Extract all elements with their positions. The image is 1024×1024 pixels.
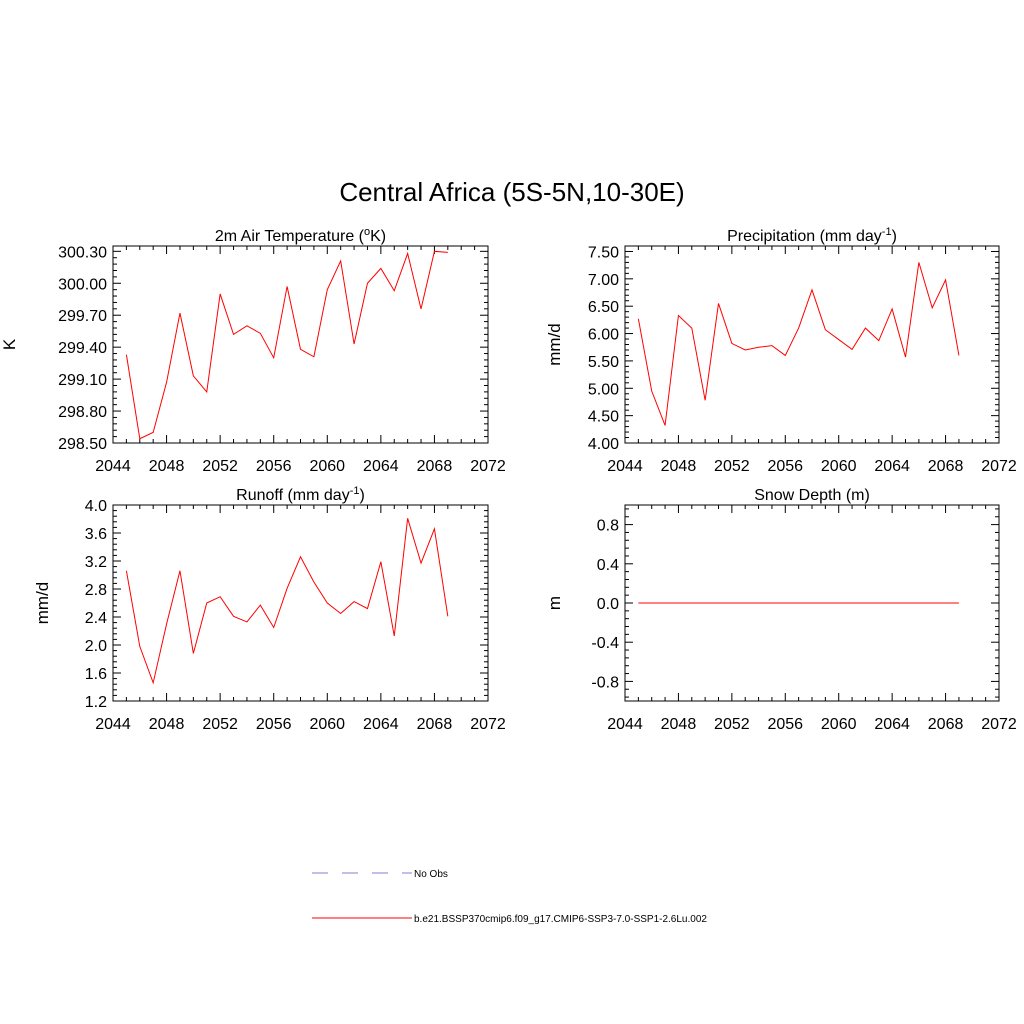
panel-title: Snow Depth (m) — [754, 487, 870, 504]
x-tick-label: 2052 — [202, 458, 238, 475]
panel-temp: 2044 2048 2052 2056 2060 2064 2068 2072 298.50 29… — [0, 226, 506, 475]
x-tick-label: 2056 — [256, 458, 292, 475]
x-tick-label: 2060 — [309, 716, 345, 733]
panels-group: 2044 2048 2052 2056 2060 2064 2068 2072 298.50 29… — [0, 226, 1017, 733]
x-tick-label: 2048 — [149, 716, 185, 733]
x-tick-label: 2072 — [981, 458, 1017, 475]
y-tick-label: 299.10 — [58, 372, 107, 389]
x-tick-label: 2064 — [874, 716, 910, 733]
y-tick-label: 2.0 — [85, 638, 107, 655]
x-tick-label: 2068 — [417, 458, 453, 475]
x-tick-label: 2044 — [607, 458, 643, 475]
y-tick-label: 5.50 — [588, 354, 619, 371]
series-line — [637, 262, 960, 426]
y-tick-label: 298.50 — [58, 436, 107, 453]
y-tick-label: 4.0 — [85, 498, 107, 515]
panel-title: Precipitation (mm day-1) — [727, 226, 897, 245]
panel-title: Runoff (mm day-1) — [236, 485, 365, 504]
y-tick-label: 299.70 — [58, 308, 107, 325]
legend-label-model: b.e21.BSSP370cmip6.f09_g17.CMIP6-SSP3-7.… — [414, 914, 707, 925]
x-tick-label: 2056 — [767, 716, 803, 733]
y-tick-label: 6.50 — [588, 299, 619, 316]
x-tick-label: 2044 — [607, 716, 643, 733]
y-tick-label: 2.4 — [85, 610, 107, 627]
x-tick-label: 2064 — [363, 716, 399, 733]
y-tick-label: 300.30 — [58, 244, 107, 261]
x-tick-label: 2052 — [202, 716, 238, 733]
x-tick-label: 2048 — [661, 458, 697, 475]
series-line — [125, 518, 449, 685]
x-tick-label: 2060 — [821, 716, 857, 733]
y-tick-label: 7.50 — [588, 244, 619, 261]
x-tick-label: 2060 — [309, 458, 345, 475]
x-tick-label: 2068 — [417, 716, 453, 733]
y-tick-label: -0.8 — [591, 674, 619, 691]
x-tick-label: 2068 — [928, 716, 964, 733]
y-tick-label: 3.2 — [85, 554, 107, 571]
x-tick-label: 2072 — [470, 716, 506, 733]
panel-runoff: 2044 2048 2052 2056 2060 2064 2068 2072 1.2 1.6 2.… — [33, 485, 506, 733]
y-axis-label: mm/d — [545, 323, 564, 366]
x-tick-label: 2052 — [714, 458, 750, 475]
y-axis-label: K — [0, 338, 19, 350]
x-tick-label: 2044 — [95, 716, 131, 733]
legend-label-no-obs: No Obs — [414, 869, 448, 880]
x-tick-label: 2048 — [661, 716, 697, 733]
panel-title: 2m Air Temperature (oK) — [215, 226, 386, 245]
x-tick-label: 2064 — [363, 458, 399, 475]
y-tick-label: 2.8 — [85, 582, 107, 599]
y-tick-label: 1.6 — [85, 666, 107, 683]
y-tick-label: 0.8 — [597, 518, 619, 535]
page-title: Central Africa (5S-5N,10-30E) — [339, 177, 684, 207]
panel-precip: 2044 2048 2052 2056 2060 2064 2068 2072 4.00 4.50… — [545, 226, 1017, 475]
y-tick-label: 300.00 — [58, 276, 107, 293]
y-tick-label: 298.80 — [58, 404, 107, 421]
y-tick-label: 3.6 — [85, 526, 107, 543]
x-tick-label: 2064 — [874, 458, 910, 475]
x-tick-label: 2068 — [928, 458, 964, 475]
y-tick-label: 1.2 — [85, 694, 107, 711]
y-tick-label: -0.4 — [591, 635, 619, 652]
plot-frame — [112, 245, 489, 444]
y-tick-label: 6.00 — [588, 327, 619, 344]
y-tick-label: 4.00 — [588, 436, 619, 453]
panel-snow: 2044 2048 2052 2056 2060 2064 2068 2072 -0.8 -0.4… — [545, 487, 1017, 733]
x-tick-label: 2060 — [821, 458, 857, 475]
x-tick-label: 2056 — [256, 716, 292, 733]
x-tick-label: 2072 — [981, 716, 1017, 733]
x-tick-label: 2052 — [714, 716, 750, 733]
y-axis-label: mm/d — [33, 582, 52, 625]
plot-frame — [624, 245, 1000, 444]
y-axis-label: m — [545, 596, 564, 610]
y-tick-label: 7.00 — [588, 272, 619, 289]
legend: No Obs b.e21.BSSP370cmip6.f09_g17.CMIP6-… — [312, 869, 707, 925]
y-tick-label: 4.50 — [588, 409, 619, 426]
x-tick-label: 2048 — [149, 458, 185, 475]
series-line — [125, 250, 448, 440]
y-tick-label: 5.00 — [588, 381, 619, 398]
x-tick-label: 2072 — [470, 458, 506, 475]
x-tick-label: 2044 — [95, 458, 131, 475]
y-tick-label: 0.0 — [597, 596, 619, 613]
x-tick-label: 2056 — [767, 458, 803, 475]
y-tick-label: 299.40 — [58, 340, 107, 357]
y-tick-label: 0.4 — [597, 557, 619, 574]
